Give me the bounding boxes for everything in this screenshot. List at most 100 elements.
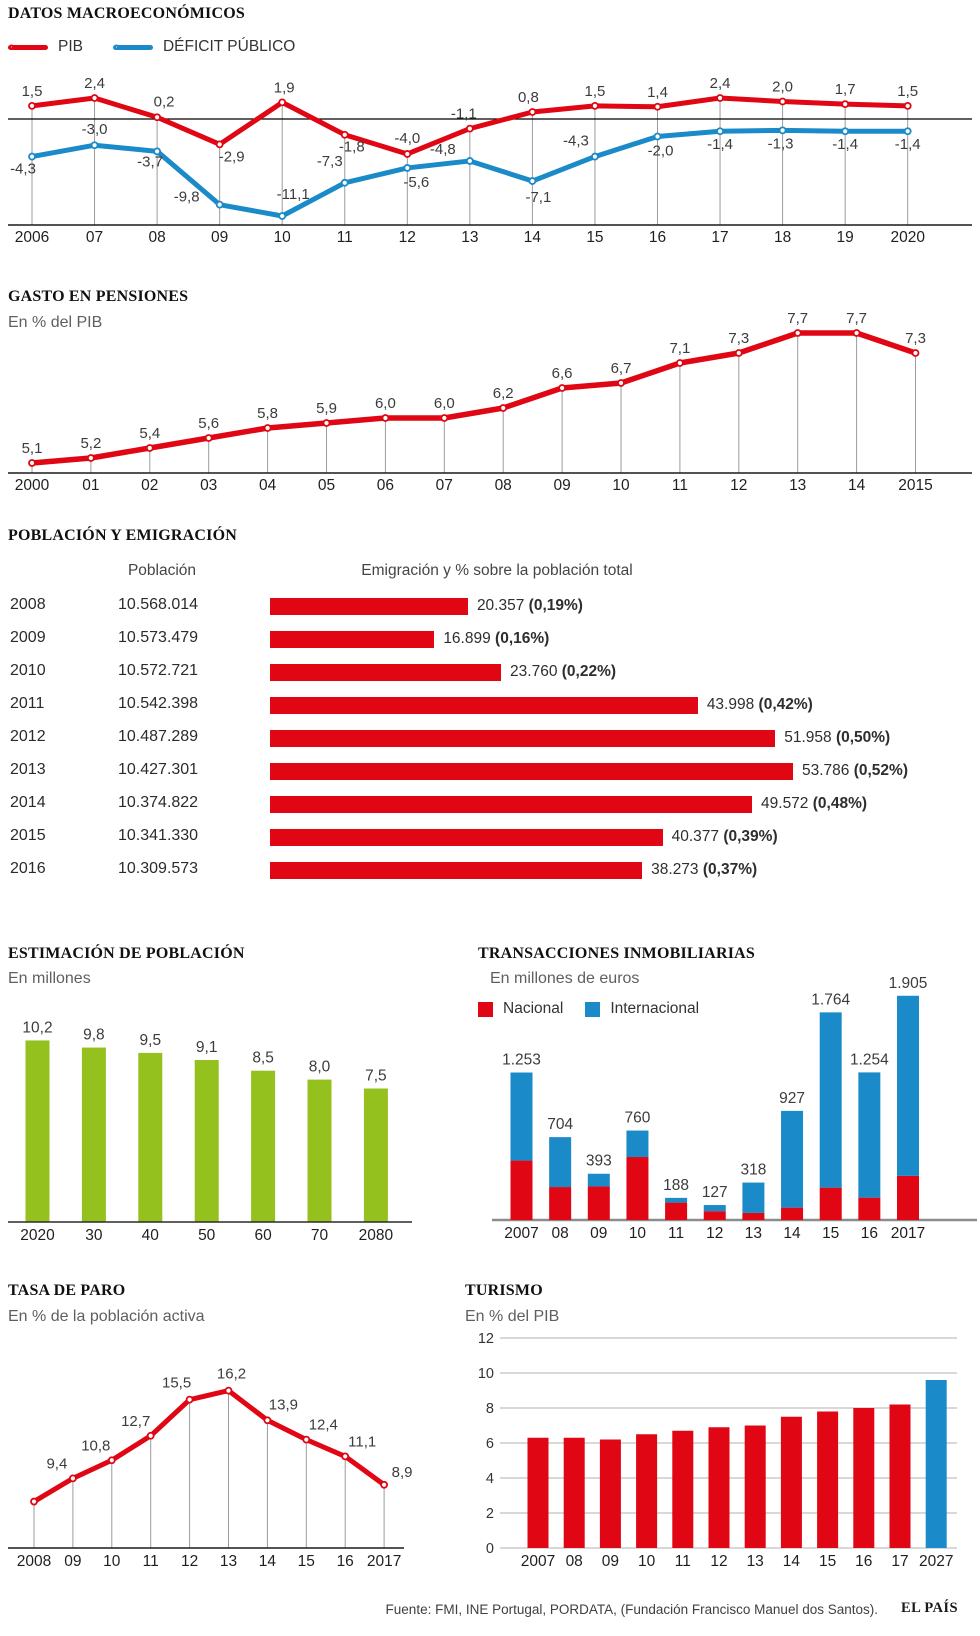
svg-text:2008: 2008 [17, 1553, 51, 1570]
svg-text:9,5: 9,5 [140, 1032, 162, 1049]
bar [527, 1437, 549, 1548]
data-point [528, 177, 537, 185]
svg-text:2,0: 2,0 [772, 79, 793, 96]
svg-text:12: 12 [399, 229, 416, 246]
svg-text:16: 16 [337, 1553, 354, 1570]
svg-text:7,3: 7,3 [905, 330, 926, 347]
column-header-emigration: Emigración y % sobre la población total [361, 562, 633, 579]
svg-text:14: 14 [848, 477, 866, 494]
population-cell: 10.487.289 [118, 728, 199, 745]
svg-text:09: 09 [553, 477, 570, 494]
svg-text:09: 09 [590, 1225, 607, 1242]
pensions-line-chart: 5,1 5,2 5,4 5,6 5,8 5,9 6,0 6,0 6,2 6,6 6,7 7,1 7,3 7… [0, 300, 980, 496]
svg-text:1,7: 1,7 [835, 81, 856, 98]
bar-nacional [587, 1186, 610, 1220]
chart-canvas: 1,5 2,4 0,2 -2,9 1,9 -1,8 -4,0 -1,1 0,8 1,5 1,4 2,4… [8, 75, 972, 246]
bar-nacional [510, 1160, 533, 1220]
year-cell: 2014 [10, 794, 46, 811]
svg-text:13: 13 [220, 1553, 237, 1570]
svg-text:15: 15 [586, 229, 603, 246]
series-line-0 [28, 329, 920, 467]
data-point [734, 349, 743, 357]
population-cell: 10.568.014 [118, 596, 199, 613]
data-point [278, 98, 287, 107]
emigration-value-label: 43.998 (0,42%) [706, 696, 813, 713]
bar-nacional [703, 1211, 726, 1220]
svg-text:13: 13 [747, 1553, 764, 1570]
data-point [528, 108, 537, 116]
table-row: 2016 10.309.573 38.273 (0,37%) [0, 854, 980, 887]
svg-text:2020: 2020 [890, 229, 925, 246]
bar [708, 1427, 730, 1548]
x-axis-labels: 2006 07 08 09 10 11 12 13 14 15 16 17 18 19 2020 [15, 229, 926, 246]
x-axis-labels: 2000 01 02 03 04 05 06 07 08 09 10 11 12 13 14 2015 [15, 477, 933, 494]
emigration-bar [270, 697, 698, 714]
data-point [185, 1395, 194, 1404]
chart-canvas: 9,4 10,8 12,7 15,5 16,2 13,9 12,4 11,1 8,9 2008 09… [8, 1366, 413, 1570]
data-point [340, 178, 349, 187]
series-line-0 [28, 94, 912, 158]
svg-text:09: 09 [64, 1553, 81, 1570]
svg-text:2: 2 [486, 1506, 494, 1522]
svg-text:-4,0: -4,0 [394, 130, 420, 147]
data-point [403, 150, 412, 158]
svg-text:10,8: 10,8 [81, 1437, 110, 1454]
population-cell: 10.309.573 [118, 860, 199, 877]
population-cell: 10.427.301 [118, 761, 199, 778]
data-point [558, 384, 566, 392]
data-point [90, 94, 99, 102]
pensions-title: GASTO EN PENSIONES [8, 288, 189, 305]
data-point [28, 101, 36, 110]
legend-label-internacional: Internacional [610, 1000, 700, 1017]
bar-internacional [703, 1205, 726, 1212]
value-labels: 9,4 10,8 12,7 15,5 16,2 13,9 12,4 11,1 8,9 [46, 1366, 412, 1481]
bar-internacional [549, 1137, 572, 1188]
macro-title: DATOS MACROECONÓMICOS [8, 5, 245, 22]
svg-text:8,9: 8,9 [392, 1464, 413, 1481]
year-cell: 2015 [10, 827, 46, 844]
svg-text:18: 18 [774, 229, 791, 246]
svg-text:1.253: 1.253 [502, 1052, 541, 1069]
svg-text:03: 03 [200, 477, 217, 494]
emigration-bar [270, 763, 793, 780]
svg-text:08: 08 [148, 229, 165, 246]
svg-text:-4,8: -4,8 [430, 141, 456, 158]
data-point [69, 1474, 77, 1483]
bar [889, 1404, 911, 1548]
chart-canvas: 0 2 4 6 8 10 12 2007 08 09 10 11 12 13 14 15 16 17 2027 [478, 1331, 957, 1570]
population-cell: 10.542.398 [118, 695, 199, 712]
chart-canvas: 5,1 5,2 5,4 5,6 5,8 5,9 6,0 6,0 6,2 6,6 6,7 7,1 7,3 7… [8, 310, 972, 494]
bar [307, 1079, 332, 1222]
paro-title: TASA DE PARO [8, 1282, 126, 1299]
bar-nacional [665, 1202, 688, 1220]
table-row: 2011 10.542.398 43.998 (0,42%) [0, 689, 980, 722]
svg-text:188: 188 [663, 1177, 689, 1194]
svg-text:10: 10 [274, 229, 292, 246]
data-point [263, 424, 272, 432]
population-cell: 10.374.822 [118, 794, 199, 811]
table-row: 2009 10.573.479 16.899 (0,16%) [0, 623, 980, 656]
data-point [215, 140, 224, 149]
emigration-bar [270, 796, 752, 813]
svg-text:4: 4 [486, 1471, 494, 1487]
data-point [911, 349, 920, 357]
leader-lines [31, 333, 916, 473]
bar [636, 1434, 658, 1548]
bar-nacional [858, 1197, 881, 1220]
data-point [224, 1386, 233, 1395]
svg-text:-3,0: -3,0 [82, 121, 108, 138]
population-cell: 10.341.330 [118, 827, 199, 844]
emigration-value-label: 53.786 (0,52%) [802, 762, 908, 779]
svg-text:12,4: 12,4 [309, 1417, 338, 1434]
svg-text:11: 11 [143, 1553, 159, 1570]
data-point [153, 113, 162, 122]
svg-text:15: 15 [822, 1225, 839, 1242]
data-point [465, 157, 474, 165]
data-point [440, 414, 449, 422]
svg-text:10: 10 [478, 1366, 494, 1382]
table-row: 2014 10.374.822 49.572 (0,48%) [0, 788, 980, 821]
svg-text:06: 06 [377, 477, 394, 494]
bar [363, 1088, 388, 1222]
bar-nacional [742, 1212, 765, 1220]
